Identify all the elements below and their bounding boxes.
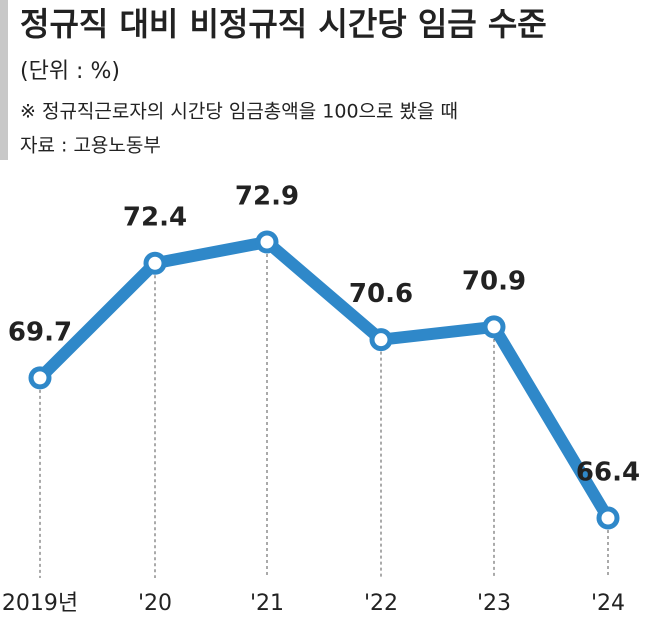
x-tick-label: '23	[477, 591, 511, 616]
x-tick-label: '20	[138, 591, 172, 616]
x-tick-label: '22	[364, 591, 398, 616]
x-tick-label: '21	[250, 591, 284, 616]
value-label: 66.4	[576, 458, 640, 488]
point	[255, 230, 279, 254]
point	[28, 366, 52, 390]
point	[143, 251, 167, 275]
point	[596, 506, 620, 530]
chart-subtitle: (단위 : %)	[20, 59, 120, 84]
x-tick-label: 2019년	[2, 591, 78, 616]
value-label: 72.9	[235, 182, 299, 212]
line	[35, 236, 614, 522]
chart-source: 자료 : 고용노동부	[20, 135, 161, 157]
accent-bar	[0, 0, 8, 160]
x-tick-label: '24	[591, 591, 625, 616]
value-label: 70.6	[349, 279, 413, 309]
point	[482, 315, 506, 339]
chart-note: ※ 정규직근로자의 시간당 임금총액을 100으로 봤을 때	[20, 101, 458, 123]
value-label: 70.9	[462, 266, 526, 296]
value-label: 72.4	[123, 203, 187, 233]
point	[369, 328, 393, 352]
chart-title: 정규직 대비 비정규직 시간당 임금 수준	[20, 5, 547, 43]
value-label: 69.7	[8, 317, 72, 347]
